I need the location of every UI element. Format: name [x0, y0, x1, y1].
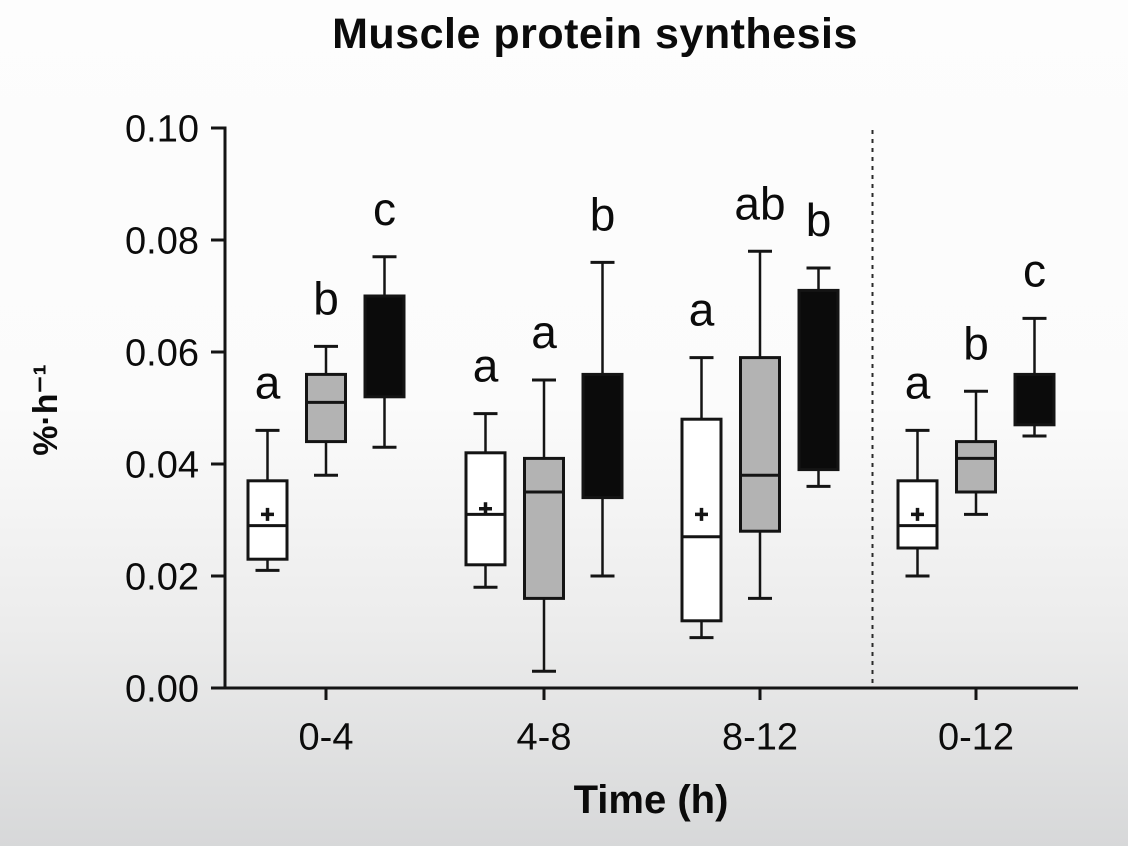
y-tick-label: 0.04: [125, 444, 199, 486]
x-tick-label: 0-12: [938, 716, 1014, 758]
grey-box: [955, 440, 997, 494]
significance-letter: b: [963, 317, 989, 369]
y-tick-label: 0.10: [125, 108, 199, 150]
significance-letter: ab: [734, 177, 785, 229]
y-tick-label: 0.08: [125, 220, 199, 262]
black-box: [581, 372, 624, 500]
significance-letter: a: [473, 340, 499, 392]
x-axis-label: Time (h): [573, 778, 729, 822]
significance-letter: a: [255, 357, 281, 409]
y-tick-label: 0.02: [125, 556, 199, 598]
black-box: [1013, 372, 1056, 427]
y-tick-label: 0.06: [125, 332, 199, 374]
y-tick-label: 0.00: [125, 668, 199, 710]
mean-marker: [479, 502, 492, 516]
x-tick-label: 0-4: [299, 716, 354, 758]
significance-letter: a: [905, 357, 931, 409]
x-tick-label: 4-8: [517, 716, 572, 758]
grey-box: [523, 456, 565, 600]
mean-marker: [695, 507, 708, 521]
significance-letter: a: [531, 306, 557, 358]
significance-letter: b: [806, 194, 832, 246]
black-box: [363, 294, 406, 399]
x-tick-label: 8-12: [722, 716, 798, 758]
grey-box: [739, 356, 781, 533]
mean-marker: [261, 507, 274, 521]
white-box: [464, 451, 507, 567]
significance-letter: b: [590, 189, 616, 241]
black-box: [797, 288, 840, 472]
white-box: [896, 479, 939, 550]
significance-letter: a: [689, 284, 715, 336]
significance-letter: b: [313, 273, 339, 325]
mean-marker: [911, 507, 924, 521]
significance-letter: c: [373, 183, 396, 235]
chart-title: Muscle protein synthesis: [332, 10, 858, 58]
significance-letter: c: [1023, 245, 1046, 297]
grey-box: [305, 372, 347, 444]
